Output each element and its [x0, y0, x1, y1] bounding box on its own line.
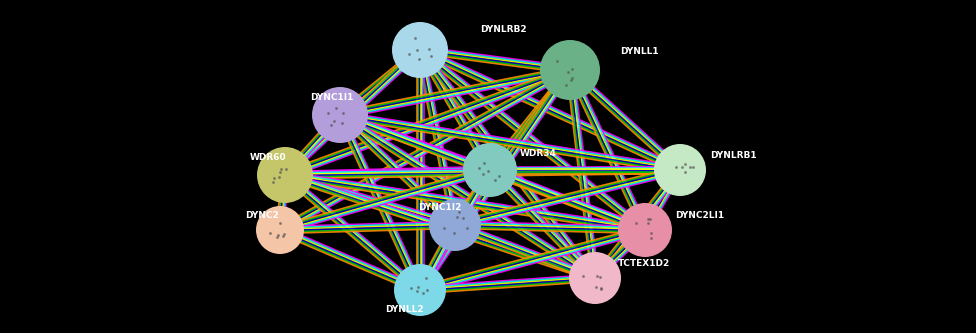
Text: DYNC1I1: DYNC1I1	[310, 94, 353, 103]
Circle shape	[654, 144, 706, 196]
Text: TCTEX1D2: TCTEX1D2	[618, 259, 671, 268]
Circle shape	[257, 147, 313, 203]
Circle shape	[256, 206, 304, 254]
Text: DYNLRB2: DYNLRB2	[480, 26, 527, 35]
Circle shape	[394, 264, 446, 316]
Circle shape	[312, 87, 368, 143]
Circle shape	[618, 203, 672, 257]
Circle shape	[540, 40, 600, 100]
Circle shape	[392, 22, 448, 78]
Text: DYNLRB1: DYNLRB1	[710, 151, 756, 160]
Text: DYNLL2: DYNLL2	[385, 305, 424, 314]
Circle shape	[429, 199, 481, 251]
Text: DYNC2: DYNC2	[245, 210, 279, 219]
Text: DYNLL1: DYNLL1	[620, 48, 659, 57]
Text: DYNC2LI1: DYNC2LI1	[675, 210, 724, 219]
Circle shape	[569, 252, 621, 304]
Circle shape	[463, 143, 517, 197]
Text: WDR34: WDR34	[520, 149, 557, 158]
Text: DYNC1I2: DYNC1I2	[418, 203, 462, 212]
Text: WDR60: WDR60	[250, 154, 287, 163]
